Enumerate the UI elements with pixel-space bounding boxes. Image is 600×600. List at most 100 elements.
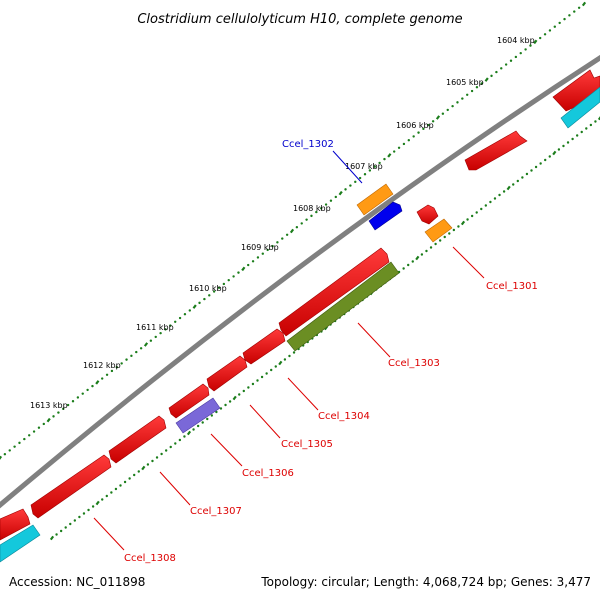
minor-tick [412, 135, 415, 138]
minor-tick [295, 226, 299, 229]
minor-tick [548, 29, 552, 32]
gene-label-ccel-1303[interactable]: Ccel_1303 [388, 358, 440, 369]
minor-tick [589, 123, 593, 127]
gene-cyan[interactable] [560, 86, 600, 129]
major-tick [387, 153, 392, 158]
gene-ccel-1302-orange[interactable] [356, 183, 394, 216]
minor-tick [247, 386, 250, 389]
minor-tick [251, 260, 255, 263]
major-tick [49, 535, 55, 541]
minor-tick [575, 134, 579, 137]
minor-tick [276, 241, 279, 244]
minor-tick [260, 375, 264, 379]
minor-tick [563, 17, 566, 21]
gene-ccel-1301[interactable] [424, 218, 453, 243]
minor-tick [446, 108, 449, 112]
minor-tick [169, 445, 172, 449]
gene-label-ccel-1302[interactable]: Ccel_1302 [282, 139, 334, 150]
minor-tick [378, 161, 381, 165]
tick-label: 1607 kbp [345, 162, 383, 171]
minor-tick [349, 184, 352, 187]
outer-tick-track [0, 1, 587, 460]
minor-tick [585, 127, 588, 130]
major-tick [289, 228, 295, 234]
minor-tick [274, 365, 277, 368]
minor-tick [490, 74, 493, 78]
gene-label-ccel-1305[interactable]: Ccel_1305 [281, 439, 333, 450]
minor-tick [544, 158, 547, 162]
gene-arrow-ccel-1303[interactable] [278, 247, 390, 337]
minor-tick [52, 415, 55, 418]
minor-tick [114, 487, 118, 491]
minor-tick [105, 373, 109, 376]
minor-tick [543, 33, 547, 36]
minor-tick [475, 86, 479, 89]
minor-tick [562, 144, 565, 148]
minor-tick [514, 55, 518, 59]
minor-tick [407, 139, 410, 142]
minor-tick [3, 453, 7, 456]
gene-cyan[interactable] [0, 524, 41, 563]
minor-tick [196, 424, 200, 428]
minor-tick [470, 89, 474, 93]
minor-tick [509, 59, 513, 62]
major-tick [533, 39, 538, 45]
gene-arrow-ccel-1305[interactable] [206, 355, 248, 392]
minor-tick [271, 244, 274, 248]
minor-tick [363, 173, 367, 176]
minor-tick [577, 6, 581, 9]
minor-tick [500, 67, 503, 70]
minor-tick [457, 225, 460, 228]
tick-label: 1610 kbp [189, 284, 227, 293]
gene-ccel-1303-olive[interactable] [286, 261, 400, 352]
minor-tick [558, 21, 561, 25]
gene-label-ccel-1307[interactable]: Ccel_1307 [190, 506, 242, 517]
minor-tick [125, 358, 128, 361]
minor-tick [397, 146, 401, 149]
minor-tick [470, 214, 474, 218]
major-tick [95, 380, 100, 385]
minor-tick [69, 522, 72, 526]
minor-tick [123, 480, 127, 484]
minor-tick [23, 437, 26, 441]
minor-tick [135, 350, 138, 354]
minor-tick [373, 165, 376, 168]
minor-tick [73, 519, 77, 522]
minor-tick [169, 324, 172, 327]
major-tick [0, 455, 3, 460]
gene-arrow-ccel-1307[interactable] [108, 415, 167, 464]
minor-tick [429, 246, 433, 249]
gene-arrow[interactable] [464, 130, 528, 171]
gene-arrow-ccel-1304[interactable] [242, 328, 286, 365]
gene-label-ccel-1304[interactable]: Ccel_1304 [318, 411, 370, 422]
minor-tick [137, 470, 140, 473]
gene-arrow-ccel-1308[interactable] [30, 454, 112, 519]
gene-arrow[interactable] [0, 508, 31, 541]
minor-tick [238, 393, 241, 396]
minor-tick [519, 51, 522, 55]
leader-ccel-1308 [93, 517, 125, 551]
minor-tick [42, 422, 45, 426]
minor-tick [155, 456, 159, 459]
minor-tick [431, 120, 435, 123]
minor-tick [484, 204, 488, 207]
minor-tick [174, 442, 177, 445]
minor-tick [539, 36, 542, 40]
gene-label-ccel-1306[interactable]: Ccel_1306 [242, 468, 294, 479]
gene-label-ccel-1308[interactable]: Ccel_1308 [124, 553, 176, 564]
minor-tick [110, 491, 113, 494]
minor-tick [57, 411, 60, 414]
leader-ccel-1306 [210, 433, 243, 467]
minor-tick [553, 25, 556, 28]
gene-arrow[interactable] [416, 204, 439, 225]
major-tick [46, 417, 51, 423]
minor-tick [568, 14, 571, 17]
minor-tick [217, 286, 221, 289]
gene-ccel-1302-blue[interactable] [368, 201, 403, 231]
gene-label-ccel-1301[interactable]: Ccel_1301 [486, 281, 538, 292]
gene-arrow-ccel-1306[interactable] [168, 383, 210, 419]
tick-label: 1606 kbp [396, 121, 434, 130]
leader-ccel-1301 [452, 246, 485, 279]
gene-ccel-1306-slate[interactable] [175, 397, 221, 434]
